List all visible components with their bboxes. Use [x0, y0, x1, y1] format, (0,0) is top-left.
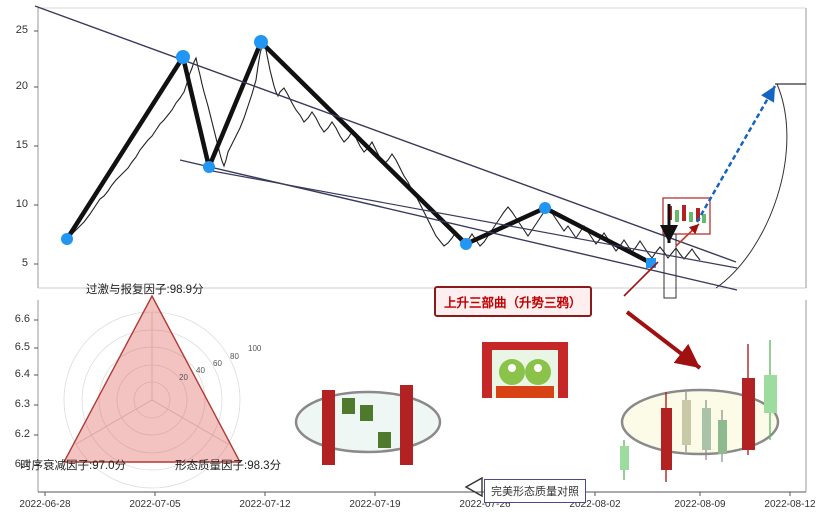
- radar-rtick: 20: [179, 373, 188, 382]
- radar-axis-label-top: 过激与报复因子:98.9分: [86, 284, 204, 296]
- y-tick-main: 15: [15, 139, 28, 151]
- x-tick: 2022-08-09: [674, 499, 726, 510]
- y-tick-lower: 6.4: [14, 368, 30, 380]
- radar-rtick: 60: [213, 359, 222, 368]
- y-tick-lower: 6.6: [14, 313, 30, 325]
- x-tick: 2022-08-12: [764, 499, 816, 510]
- pivot-marker: [539, 202, 551, 214]
- x-tick: 2022-07-19: [349, 499, 401, 510]
- radar-rtick: 100: [248, 344, 262, 353]
- x-tick: 2022-07-12: [239, 499, 291, 510]
- pivot-marker: [460, 238, 472, 250]
- pivot-marker: [176, 50, 190, 64]
- y-tick-main: 10: [15, 198, 28, 210]
- y-tick-main: 5: [21, 257, 28, 269]
- radar-axis-label-left: 时序衰减因子:97.0分: [20, 460, 127, 472]
- y-tick-main: 20: [15, 80, 28, 92]
- radar-chart: [62, 294, 242, 489]
- pivot-marker: [203, 161, 215, 173]
- x-tick: 2022-06-28: [19, 499, 71, 510]
- y-tick-lower: 6.3: [14, 398, 30, 410]
- pattern-group-right: [620, 340, 780, 482]
- left-arrow-icon: [464, 476, 483, 498]
- x-tick: 2022-07-26: [459, 499, 511, 510]
- radar-axis-label-right: 形态质量因子:98.3分: [175, 460, 282, 472]
- annotation-main: 上升三部曲（升势三鸦）: [434, 286, 592, 317]
- y-tick-lower: 6.5: [14, 341, 30, 353]
- pivot-marker: [61, 233, 73, 245]
- radar-rtick: 80: [230, 352, 239, 361]
- y-tick-lower: 6.2: [14, 428, 30, 440]
- y-tick-lower: 6.1: [14, 458, 30, 470]
- y-tick-main: 25: [15, 24, 28, 36]
- callout-arrow: [625, 310, 702, 370]
- annotation-lower: 完美形态质量对照: [484, 479, 586, 503]
- pattern-group-left: [294, 385, 442, 465]
- x-tick: 2022-08-02: [569, 499, 621, 510]
- x-tick: 2022-07-05: [129, 499, 181, 510]
- pivot-marker-square: [646, 258, 656, 268]
- pivot-marker: [254, 35, 268, 49]
- decorative-mascot: [482, 342, 568, 398]
- radar-rtick: 40: [196, 366, 205, 375]
